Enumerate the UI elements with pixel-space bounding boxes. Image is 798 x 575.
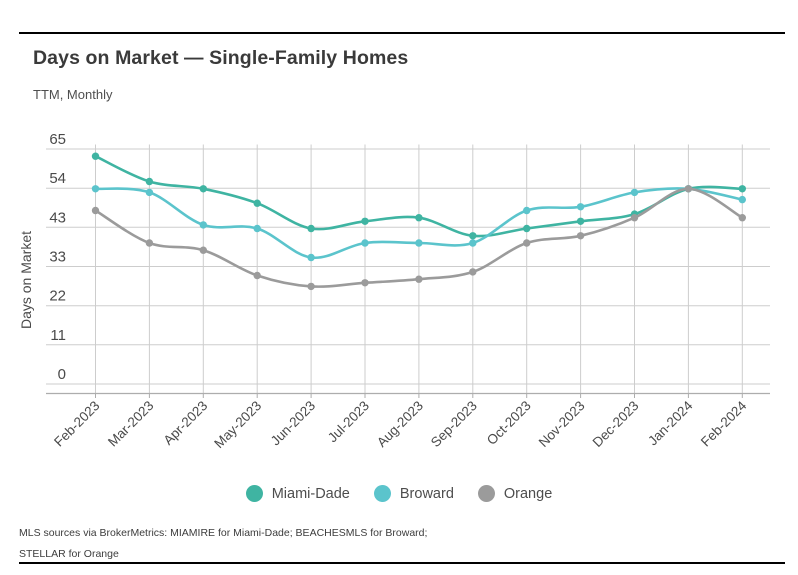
data-point-miami-dade <box>91 152 100 160</box>
x-axis-tick-label: Jul-2023 <box>325 398 372 445</box>
data-point-miami-dade <box>469 232 477 240</box>
x-axis-tick-label: Nov-2023 <box>536 398 588 450</box>
y-axis-tick-label: 0 <box>58 366 66 383</box>
data-point-miami-dade <box>576 217 585 225</box>
y-axis-tick-label: 65 <box>49 131 66 148</box>
data-point-orange <box>523 239 531 247</box>
data-point-broward <box>576 203 585 211</box>
data-point-miami-dade <box>361 217 369 225</box>
data-point-miami-dade <box>738 185 746 193</box>
data-point-orange <box>199 246 207 254</box>
y-axis-tick-label: 22 <box>49 288 66 305</box>
y-axis-title: Days on Market <box>18 231 34 329</box>
legend-item-orange: Orange <box>477 485 553 502</box>
data-point-broward <box>253 224 261 233</box>
x-axis-tick-label: Jun-2023 <box>268 398 318 448</box>
data-point-broward <box>415 239 423 247</box>
data-point-broward <box>523 206 531 215</box>
data-point-miami-dade <box>145 177 154 186</box>
y-axis-tick-label: 33 <box>49 249 66 266</box>
chart-subtitle: TTM, Monthly <box>33 87 113 102</box>
data-point-broward <box>145 188 154 197</box>
legend-label-miami-dade: Miami-Dade <box>271 485 350 502</box>
x-axis-tick-label: Apr-2023 <box>161 398 211 448</box>
bottom-rule <box>19 562 785 564</box>
data-point-broward <box>199 221 207 229</box>
data-point-miami-dade <box>523 224 531 233</box>
source-note-line-1: MLS sources via BrokerMetrics: MIAMIRE f… <box>19 527 428 539</box>
data-point-broward <box>307 253 315 262</box>
y-axis-tick-label: 11 <box>50 327 66 344</box>
data-point-orange <box>361 279 369 287</box>
data-point-orange <box>576 232 585 240</box>
data-point-orange <box>91 206 100 215</box>
data-point-orange <box>469 268 477 276</box>
x-axis-tick-label: Mar-2023 <box>105 398 156 449</box>
data-point-broward <box>361 239 369 247</box>
data-point-broward <box>469 239 477 247</box>
chart-legend: Miami-Dade Broward Orange <box>0 485 798 502</box>
chart-title: Days on Market — Single-Family Homes <box>33 47 409 69</box>
x-axis-tick-label: May-2023 <box>211 398 264 451</box>
legend-item-miami-dade: Miami-Dade <box>245 485 350 502</box>
data-point-orange <box>145 239 154 247</box>
data-point-miami-dade <box>253 199 261 207</box>
data-point-miami-dade <box>415 214 423 222</box>
data-point-broward <box>91 185 100 193</box>
data-point-broward <box>630 188 639 197</box>
top-rule <box>19 32 785 34</box>
data-point-orange <box>738 214 746 222</box>
x-axis-tick-label: Oct-2023 <box>484 398 534 448</box>
legend-dot-orange-icon <box>477 485 495 502</box>
data-point-miami-dade <box>307 224 315 233</box>
data-point-broward <box>738 195 746 204</box>
x-axis-tick-label: Sep-2023 <box>428 398 480 450</box>
data-point-orange <box>415 275 423 283</box>
y-axis-tick-label: 43 <box>49 209 66 226</box>
x-axis-tick-label: Feb-2024 <box>698 398 750 450</box>
x-axis-tick-label: Aug-2023 <box>374 398 426 450</box>
source-note-line-2: STELLAR for Orange <box>19 548 119 560</box>
data-point-miami-dade <box>199 185 207 193</box>
data-point-orange <box>253 271 261 280</box>
x-axis-tick-label: Jan-2024 <box>645 398 696 449</box>
data-point-orange <box>630 214 639 222</box>
source-note: MLS sources via BrokerMetrics: MIAMIRE f… <box>19 523 427 565</box>
x-axis-tick-label: Feb-2023 <box>51 398 102 449</box>
y-axis-tick-label: 54 <box>49 170 66 187</box>
legend-dot-miami-dade-icon <box>245 485 263 502</box>
legend-label-broward: Broward <box>399 485 454 502</box>
data-point-orange <box>307 282 315 291</box>
x-axis-tick-label: Dec-2023 <box>590 398 642 450</box>
legend-label-orange: Orange <box>503 485 553 502</box>
legend-dot-broward-icon <box>373 485 391 502</box>
data-point-orange <box>684 185 693 193</box>
legend-item-broward: Broward <box>373 485 454 502</box>
